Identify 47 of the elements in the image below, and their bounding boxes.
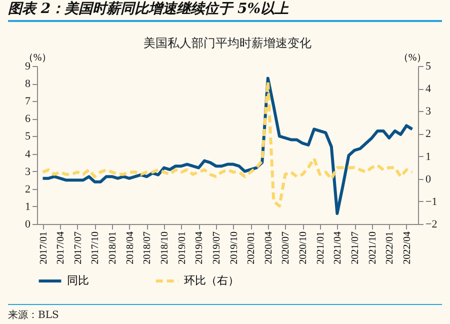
y2-tick-label: 2 xyxy=(426,128,431,140)
y-tick-label: 3 xyxy=(25,166,31,178)
x-tick-label: 2021/04 xyxy=(332,232,344,264)
x-tick-label: 2021/07 xyxy=(350,232,361,264)
y2-tick-label: 0 xyxy=(426,173,432,186)
y-tick-label: 8 xyxy=(25,78,31,90)
y-tick-label: 7 xyxy=(25,96,31,108)
x-tick-label: 2018/10 xyxy=(160,232,170,264)
y2-tick-label: 5 xyxy=(426,60,432,72)
x-tick-label: 2019/04 xyxy=(194,232,206,264)
x-tick-label: 2019/01 xyxy=(176,232,188,264)
y-tick-label: 9 xyxy=(25,60,31,72)
x-tick-label: 2018/07 xyxy=(142,232,154,264)
y-tick-label: 6 xyxy=(25,113,31,126)
source-note: 来源：BLS xyxy=(8,304,442,322)
y-tick-label: 2 xyxy=(25,183,30,196)
x-tick-label: 2022/01 xyxy=(384,232,396,264)
x-tick-label: 2020/01 xyxy=(246,232,258,264)
y-tick-label: 1 xyxy=(25,200,30,213)
x-tick-label: 2019/10 xyxy=(228,232,240,264)
x-tick-label: 2017/10 xyxy=(90,232,102,264)
y-tick-label: 5 xyxy=(25,130,31,143)
y2-tick-label: −2 xyxy=(426,218,438,230)
x-tick-label: 2022/04 xyxy=(402,232,413,264)
legend-label: 环比（右） xyxy=(184,274,239,287)
chart-subtitle: 美国私人部门平均时薪增速变化 xyxy=(144,36,312,50)
x-tick-label: 2020/07 xyxy=(280,232,292,264)
x-tick-label: 2017/01 xyxy=(38,232,50,264)
x-tick-label: 2020/04 xyxy=(263,232,274,264)
x-tick-label: 2019/07 xyxy=(211,232,222,264)
x-tick-label: 2017/07 xyxy=(72,232,84,264)
x-tick-label: 2018/04 xyxy=(124,232,136,264)
x-tick-label: 2020/10 xyxy=(298,232,310,264)
y-axis-title: （%） xyxy=(23,52,52,64)
y-tick-label: 0 xyxy=(25,218,31,230)
x-tick-label: 2021/01 xyxy=(315,232,326,264)
y2-tick-label: 4 xyxy=(426,83,432,96)
x-tick-label: 2021/10 xyxy=(367,232,378,264)
y-tick-label: 4 xyxy=(25,148,31,160)
legend-label: 同比 xyxy=(67,274,89,287)
x-tick-label: 2017/04 xyxy=(56,232,67,264)
chart-title: 图表 2：美国时薪同比增速继续位于 5%以上 xyxy=(8,0,442,22)
y2-axis-title: （%） xyxy=(398,52,427,64)
y2-tick-label: 1 xyxy=(426,150,431,163)
y2-tick-label: 3 xyxy=(426,106,432,118)
x-tick-label: 2018/01 xyxy=(108,232,119,264)
y2-tick-label: −1 xyxy=(426,196,438,208)
